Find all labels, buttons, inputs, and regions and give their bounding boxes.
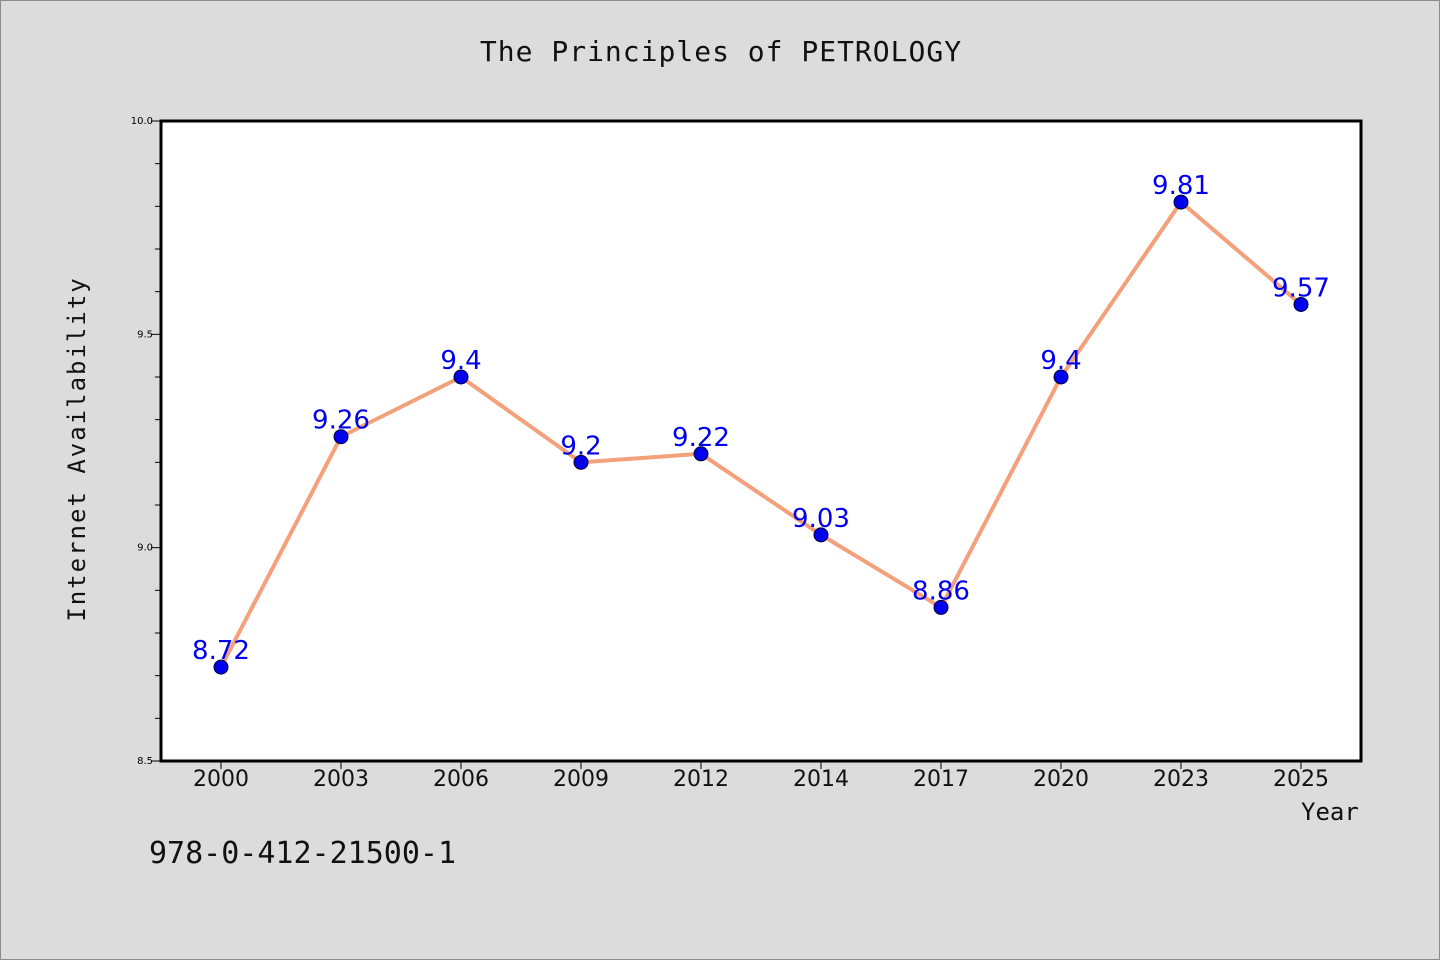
y-tick-label: 9.0: [137, 543, 153, 554]
x-tick-label: 2025: [1273, 767, 1329, 792]
plot-frame: [159, 119, 1363, 763]
data-point: [1173, 194, 1189, 210]
data-point: [573, 454, 589, 470]
data-point: [693, 446, 709, 462]
x-tick-label: 2020: [1033, 767, 1089, 792]
data-point: [933, 599, 949, 615]
data-point: [813, 527, 829, 543]
x-tick-label: 2017: [913, 767, 969, 792]
data-label: 8.86: [912, 576, 970, 606]
y-tick-label: 10.0: [131, 116, 153, 127]
x-axis-label: Year: [1301, 798, 1359, 826]
data-point: [1053, 369, 1069, 385]
data-label: 9.2: [560, 431, 601, 461]
x-tick-label: 2014: [793, 767, 849, 792]
data-point: [213, 659, 229, 675]
data-label: 9.4: [440, 346, 481, 376]
data-label: 9.03: [792, 504, 850, 534]
x-tick-label: 2012: [673, 767, 729, 792]
data-label: 9.4: [1040, 346, 1081, 376]
data-point: [1293, 296, 1309, 312]
x-tick-label: 2006: [433, 767, 489, 792]
y-tick-label: 9.5: [137, 329, 153, 340]
data-label: 9.26: [312, 406, 370, 436]
chart-title: The Principles of PETROLOGY: [479, 35, 963, 68]
y-tick-label: 8.5: [137, 756, 153, 767]
x-tick-label: 2003: [313, 767, 369, 792]
data-label: 9.57: [1272, 273, 1330, 303]
x-tick-label: 2000: [193, 767, 249, 792]
x-tick-label: 2023: [1153, 767, 1209, 792]
data-point: [453, 369, 469, 385]
data-label: 8.72: [192, 636, 250, 666]
series-line: [219, 200, 1303, 670]
data-point: [333, 429, 349, 445]
data-label: 9.81: [1152, 171, 1210, 201]
x-tick-label: 2009: [553, 767, 609, 792]
footer-code: 978-0-412-21500-1: [149, 836, 457, 871]
data-label: 9.22: [672, 423, 730, 453]
